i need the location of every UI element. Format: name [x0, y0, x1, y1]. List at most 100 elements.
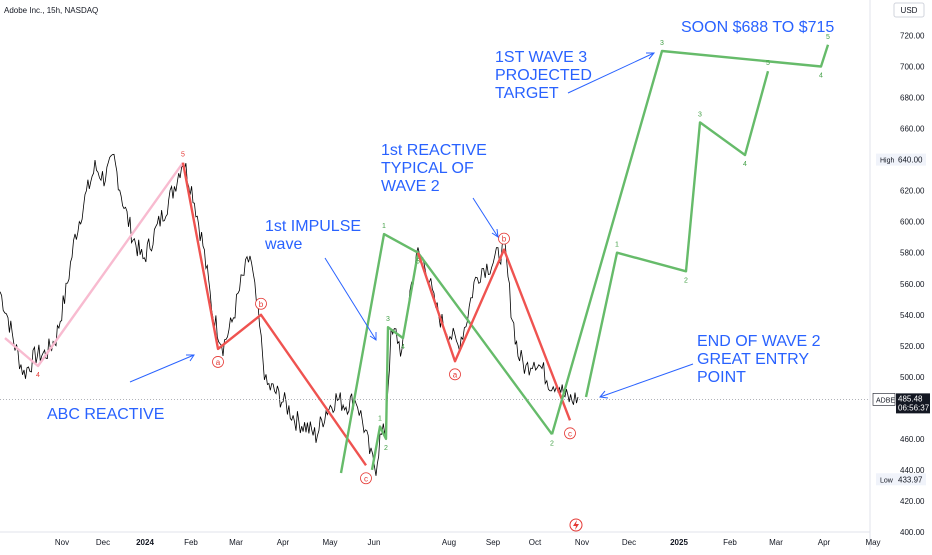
arrow-reactive	[472, 197, 499, 238]
x-tick-label: Dec	[622, 538, 636, 547]
x-tick-label: Apr	[818, 538, 831, 547]
wave-circle-marker	[449, 368, 461, 381]
price-line	[0, 153, 579, 476]
price-badge-price: 485.48	[898, 394, 923, 403]
wave-label: 1	[382, 223, 386, 230]
annotation-end-line3: POINT	[697, 369, 746, 386]
wave-label: 5	[766, 60, 770, 67]
bolt-icon[interactable]	[569, 518, 583, 532]
low-label: Low	[880, 477, 894, 484]
wave-label: 4	[401, 344, 405, 351]
wave-label: 5	[181, 152, 185, 159]
bolt-icon-glyph	[573, 520, 579, 530]
annotation-end-line1: END OF WAVE 2	[697, 333, 821, 350]
arrow-abc-head	[186, 354, 195, 362]
arrow-impulse-head	[369, 332, 377, 341]
x-tick-label: 2024	[136, 538, 154, 547]
wave-label: 4	[819, 73, 823, 80]
wave-label: 3	[698, 111, 702, 118]
arrow-end-wave2-head	[599, 390, 609, 399]
wave-label: 4	[36, 372, 40, 379]
arrow-reactive-head	[491, 228, 499, 239]
x-tick-label: Sep	[486, 538, 501, 547]
annotation-end-line2: GREAT ENTRY	[697, 351, 809, 368]
wave-circle-marker	[564, 427, 576, 440]
x-tick-label: Nov	[55, 538, 69, 547]
annotation-reactive-line2: TYPICAL OF	[381, 160, 474, 177]
arrow-wave3-target	[567, 52, 655, 94]
y-tick-label: 600.00	[900, 218, 925, 227]
wave-circle-label: a	[216, 358, 221, 367]
y-tick-label: 720.00	[900, 32, 925, 41]
price-badge-box	[896, 393, 930, 414]
x-tick-label: May	[322, 538, 337, 547]
y-tick-label: 420.00	[900, 497, 925, 506]
wave-label: 2	[550, 440, 554, 447]
wave-label: 5	[416, 259, 420, 266]
wave-lines	[4, 44, 830, 474]
price-badge-symbol: ADBE	[876, 397, 895, 404]
wave-circle-marker	[360, 472, 372, 485]
y-tick-label: 700.00	[900, 63, 925, 72]
annotation-wave3-line2: PROJECTED	[495, 67, 592, 84]
annotation-wave3-line3: TARGET	[495, 85, 559, 102]
price-series	[0, 153, 579, 476]
annotation-arrows	[129, 52, 694, 399]
y-tick-label: 520.00	[900, 342, 925, 351]
wave-label: 4	[743, 161, 747, 168]
wave-label: 3	[386, 316, 390, 323]
low-badge: Low 433.97	[876, 473, 926, 486]
x-tick-label: 2025	[670, 538, 688, 547]
high-value: 640.00	[898, 156, 923, 165]
y-tick-label: 540.00	[900, 311, 925, 320]
arrow-impulse	[324, 257, 377, 341]
y-tick-label: 680.00	[900, 94, 925, 103]
high-label: High	[880, 158, 895, 165]
wave-label: 5	[826, 34, 830, 41]
price-badge: ADBE 485.48 06:56:37	[872, 393, 930, 414]
time-axis[interactable]: Nov Dec 2024 Feb Mar Apr May Jun Aug Sep Oct Nov Dec…	[55, 538, 881, 547]
x-tick-label: Mar	[229, 538, 243, 547]
x-tick-label: Aug	[442, 538, 456, 547]
wave-label: 2	[384, 445, 388, 452]
annotation-soon: SOON $688 TO $715	[681, 19, 834, 36]
currency-label: USD	[901, 6, 918, 15]
annotation-abc: ABC REACTIVE	[47, 406, 164, 423]
y-tick-label: 440.00	[900, 466, 925, 475]
y-tick-label: 500.00	[900, 373, 925, 382]
wave-circle-marker	[212, 356, 224, 368]
wave-circle-label: c	[364, 474, 368, 483]
x-tick-label: Jun	[368, 538, 381, 547]
wave-label: 1	[615, 242, 619, 249]
wave-circle-label: c	[568, 429, 572, 438]
wave-line-5	[550, 44, 830, 435]
arrow-wave3-head	[646, 52, 656, 60]
price-badge-symbol-box	[872, 393, 896, 406]
high-badge: High 640.00	[876, 153, 926, 166]
y-tick-label: 620.00	[900, 187, 925, 196]
currency-badge[interactable]: USD	[893, 2, 925, 18]
x-tick-label: Dec	[96, 538, 110, 547]
wave-circle-label: b	[502, 235, 507, 244]
annotation-impulse-line1: 1st IMPULSE	[265, 218, 361, 235]
annotation-wave3-line1: 1ST WAVE 3	[495, 49, 587, 66]
wave-circle-marker	[498, 232, 510, 245]
y-tick-label: 660.00	[900, 125, 925, 134]
wave-label: 1	[378, 415, 382, 422]
x-tick-label: Apr	[277, 538, 290, 547]
x-tick-label: Feb	[723, 538, 737, 547]
wave-circle-marker	[255, 297, 267, 310]
wave-labels: 4 5 a b c 1 5 2 1 2 3 4 a b c 3 4 5 1 2 3 4 5	[36, 34, 830, 485]
annotation-reactive-line3: WAVE 2	[381, 178, 440, 195]
x-tick-label: May	[865, 538, 880, 547]
wave-line-2	[339, 232, 553, 474]
wave-label: 3	[660, 40, 664, 47]
annotation-impulse-line2: wave	[264, 236, 302, 253]
wave-line-4	[416, 248, 572, 421]
arrow-abc	[129, 354, 195, 383]
wave-line-0	[4, 162, 184, 368]
y-tick-label: 560.00	[900, 280, 925, 289]
